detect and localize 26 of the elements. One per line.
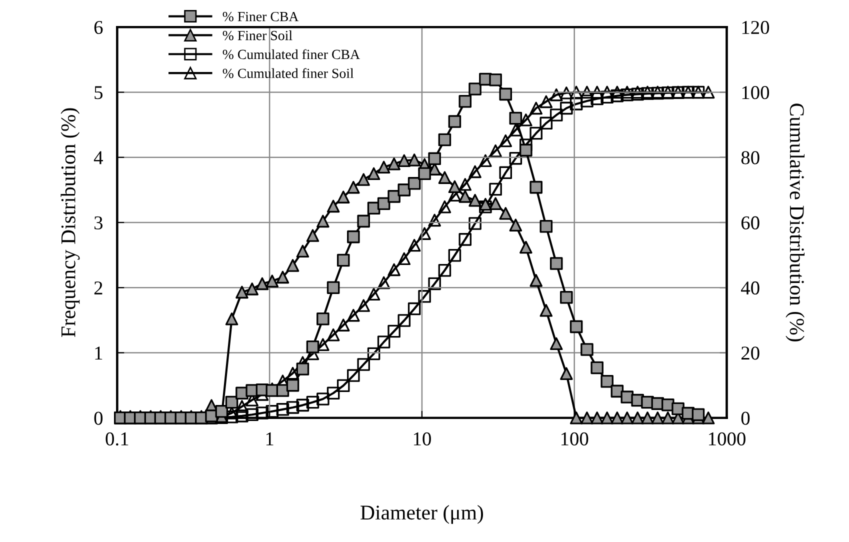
x-axis-title: Diameter (μm) (360, 504, 484, 524)
y2-tick-label: 100 (742, 86, 770, 100)
x-tick-label: 100 (561, 432, 588, 446)
y-tick-label: 3 (94, 216, 103, 230)
y-tick-label: 2 (94, 281, 102, 294)
y-tick-label: 6 (94, 20, 103, 34)
y-tick-label: 5 (94, 86, 103, 100)
legend-label: % Finer CBA (222, 12, 299, 22)
y2-axis-title: Cumulative Distribution (%) (786, 104, 805, 342)
y-tick-label: 0 (94, 412, 103, 425)
y-axis-title: Frequency Distribution (%) (60, 108, 80, 338)
y2-tick-label: 20 (741, 346, 760, 360)
x-tick-label: 0.1 (106, 432, 128, 446)
x-tick-label: 10 (414, 432, 431, 446)
legend-label: % Cumulated finer Soil (222, 68, 354, 78)
y-tick-label: 1 (95, 346, 102, 360)
legend-label: % Cumulated finer CBA (222, 49, 360, 60)
y-tick-label: 4 (94, 151, 103, 164)
y2-tick-label: 120 (742, 20, 770, 34)
y2-tick-label: 0 (741, 412, 750, 425)
y2-tick-label: 60 (741, 216, 760, 230)
x-tick-label: 1 (266, 432, 274, 446)
legend-label: % Finer Soil (222, 30, 292, 40)
y2-tick-label: 40 (741, 281, 760, 295)
y2-tick-label: 80 (741, 151, 760, 164)
x-tick-label: 1000 (709, 432, 746, 446)
